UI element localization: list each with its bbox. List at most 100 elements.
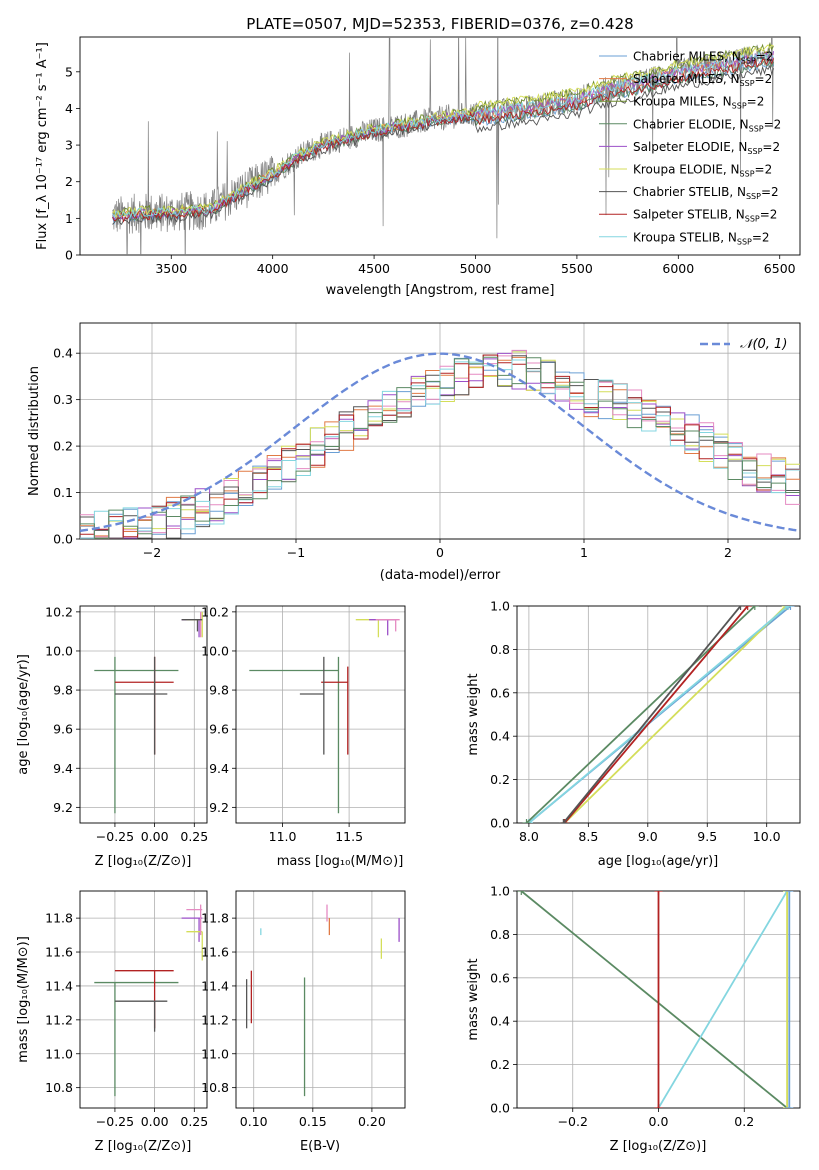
- legend-subscript: SSP: [749, 124, 764, 133]
- x-tick-label: −0.25: [96, 829, 134, 844]
- mass-weight-line: [520, 891, 788, 1108]
- x-tick-label: 11.5: [335, 829, 363, 844]
- residual-legend: 𝒩(0, 1): [700, 337, 787, 352]
- mass_vs_Z-axes: −0.25 0.00 0.25 10.8 11.0 11.2 11.4 11.6 11.8 Z […: [16, 890, 208, 1154]
- legend-subscript: SSP: [746, 192, 761, 201]
- y-tick-label: 0.8: [490, 642, 510, 657]
- axes-frame: [79, 890, 208, 1109]
- error-bar-point: [249, 656, 340, 814]
- y-axis-label: age [log₁₀(age/yr)]: [16, 654, 31, 775]
- y-tick-label: 1.0: [490, 884, 510, 899]
- error-bar-point: [94, 981, 179, 1097]
- y-axis-label: mass weight: [466, 958, 481, 1040]
- x-tick-label: 2: [724, 545, 732, 560]
- age_vs_Z-axes: −0.25 0.00 0.25 9.2 9.4 9.6 9.8 10.0 10.2 Z [log₁…: [16, 604, 208, 869]
- legend-suffix: =2: [752, 230, 770, 244]
- legend-suffix: =2: [762, 140, 780, 154]
- y-tick-label: 0.4: [490, 729, 510, 744]
- spectrum-model-salpeter-stelib: [112, 58, 775, 223]
- mass-weight-marker: [736, 606, 745, 610]
- y-tick-label: 10.2: [201, 604, 229, 619]
- mass-weight-line: [563, 606, 787, 823]
- legend-label: Kroupa MILES, NSSP=2: [633, 95, 764, 111]
- x-tick-label: 6500: [764, 261, 796, 276]
- y-tick-label: 9.2: [209, 800, 229, 815]
- y-axis-label: Flux [f_λ 10⁻¹⁷ erg cm⁻² s⁻¹ A⁻¹]: [35, 42, 50, 250]
- y-tick-label: 0.2: [490, 1057, 510, 1072]
- mass-weight-marker: [654, 891, 663, 895]
- error-bar-point: [114, 656, 168, 755]
- mass-weight-marker: [783, 891, 792, 895]
- y-tick-label: 0.3: [53, 392, 73, 407]
- y-tick-label: 0.0: [490, 1101, 510, 1116]
- legend-suffix: =2: [761, 185, 779, 199]
- y-tick-label: 9.4: [53, 761, 73, 776]
- error-bar-point: [369, 619, 396, 636]
- x-axis-label: Z [log₁₀(Z/Z⊙)]: [610, 1139, 707, 1154]
- error-bar-point: [114, 656, 174, 755]
- y-tick-label: 11.6: [201, 945, 229, 960]
- x-tick-label: 0.15: [299, 1114, 327, 1129]
- mass-weight-line: [657, 891, 788, 1108]
- error-bar-point: [114, 1000, 168, 1032]
- y-tick-label: 0.6: [490, 685, 510, 700]
- y-tick-label: 10.0: [201, 643, 229, 658]
- legend-suffix: =2: [760, 208, 778, 222]
- y-tick-label: 0.1: [53, 485, 73, 500]
- legend-subscript: SSP: [732, 102, 747, 111]
- legend-label: Salpeter STELIB, NSSP=2: [633, 208, 777, 224]
- legend-label: Kroupa STELIB, NSSP=2: [633, 230, 770, 246]
- y-tick-label: 11.8: [45, 911, 73, 926]
- x-tick-label: 9.5: [697, 829, 717, 844]
- legend-subscript: SSP: [737, 237, 752, 246]
- x-tick-label: 0.2: [734, 1114, 754, 1129]
- y-tick-label: 11.4: [201, 978, 229, 993]
- mass-weight-marker: [784, 606, 793, 610]
- x-tick-label: −0.2: [558, 1114, 588, 1129]
- x-tick-label: 0.00: [141, 1114, 169, 1129]
- y-tick-label: 11.2: [201, 1012, 229, 1027]
- mass_vs_Z-plot: [94, 904, 203, 1097]
- x-tick-label: 4500: [358, 261, 390, 276]
- x-tick-label: 3500: [155, 261, 187, 276]
- x-tick-label: 6000: [662, 261, 694, 276]
- x-tick-label: 0.25: [180, 829, 208, 844]
- x-axis-label: Z [log₁₀(Z/Z⊙)]: [95, 1139, 192, 1154]
- x-tick-label: 11.0: [269, 829, 297, 844]
- y-tick-label: 9.4: [209, 761, 229, 776]
- y-tick-label: 0.8: [490, 927, 510, 942]
- x-tick-label: 0.10: [240, 1114, 268, 1129]
- x-tick-label: 10.0: [753, 829, 781, 844]
- y-tick-label: 0.0: [490, 816, 510, 831]
- y-tick-label: 0.0: [53, 532, 73, 547]
- spectrum-axes: 3500 4000 4500 5000 5500 6000 6500 0 1 2 3 4 5 wavele…: [35, 36, 801, 298]
- legend-label: Chabrier ELODIE, NSSP=2: [633, 117, 781, 133]
- age_vs_mass-plot: [249, 619, 400, 814]
- axes-frame: [235, 890, 406, 1109]
- x-tick-label: 5500: [561, 261, 593, 276]
- error-bar-point: [181, 917, 203, 942]
- y-tick-label: 1: [65, 211, 73, 226]
- mass-weight-marker: [559, 819, 568, 823]
- x-axis-label: E(B-V): [300, 1139, 340, 1154]
- legend-subscript: SSP: [740, 79, 755, 88]
- mass-weight-marker: [654, 1104, 663, 1108]
- mass-weight-marker: [750, 606, 759, 610]
- y-tick-label: 3: [65, 138, 73, 153]
- x-tick-label: 8.0: [519, 829, 539, 844]
- legend-subscript: SSP: [740, 170, 755, 179]
- error-bar-point: [186, 904, 203, 936]
- y-tick-label: 2: [65, 174, 73, 189]
- legend-label: 𝒩(0, 1): [740, 337, 787, 352]
- spectrum-model-kroupa-stelib: [112, 51, 774, 219]
- figure-title: PLATE=0507, MJD=52353, FIBERID=0376, z=0…: [246, 15, 633, 33]
- y-tick-label: 11.2: [45, 1012, 73, 1027]
- y-tick-label: 0.6: [490, 970, 510, 985]
- x-tick-label: 4000: [257, 261, 289, 276]
- spectrum-plot: [112, 37, 775, 255]
- spectrum-legend: Chabrier MILES, NSSP=2 Salpeter MILES, NS…: [599, 50, 781, 246]
- x-axis-label: (data-model)/error: [380, 568, 501, 583]
- error-bar-point: [181, 619, 203, 638]
- mass-weight-line: [562, 606, 742, 823]
